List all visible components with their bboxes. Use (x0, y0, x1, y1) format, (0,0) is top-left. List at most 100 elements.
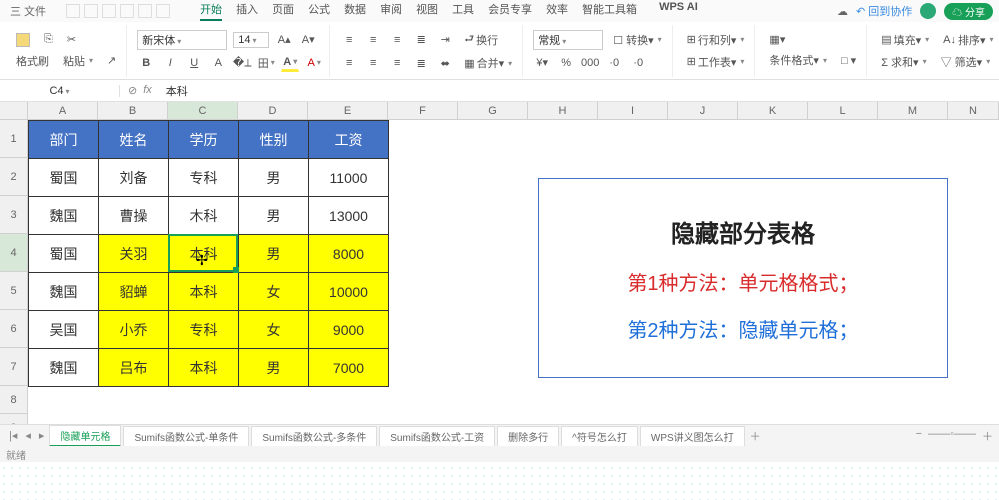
table-header[interactable]: 部门 (29, 121, 99, 159)
sheet-nav-prev-icon[interactable]: ◂ (22, 429, 34, 442)
cell[interactable]: 蜀国 (29, 235, 99, 273)
col-header[interactable]: L (808, 102, 878, 119)
qat-undo-icon[interactable] (84, 4, 98, 18)
percent-button[interactable]: % (557, 54, 575, 72)
zoom-out-icon[interactable]: − (916, 428, 922, 444)
format-painter[interactable]: 格式刷 (12, 52, 53, 70)
table-header[interactable]: 性别 (239, 121, 309, 159)
sheet-nav-first-icon[interactable]: |◂ (6, 429, 20, 442)
row-header[interactable]: 8 (0, 386, 27, 414)
cell[interactable]: 男 (239, 159, 309, 197)
paste-button[interactable] (12, 32, 34, 48)
fill-color-button[interactable]: A (281, 54, 299, 72)
tab-home[interactable]: 开始 (200, 1, 222, 21)
table-header[interactable]: 学历 (169, 121, 239, 159)
copy-icon-button[interactable]: ⎘ (40, 32, 57, 47)
strike-button[interactable]: A (209, 54, 227, 72)
qat-more-icon[interactable] (156, 4, 170, 18)
qat-print-icon[interactable] (120, 4, 134, 18)
cloud-icon[interactable]: ☁ (837, 5, 848, 18)
col-header[interactable]: H (528, 102, 598, 119)
bold-button[interactable]: B (137, 54, 155, 72)
align-center-button[interactable]: ≡ (364, 54, 382, 72)
col-header[interactable]: N (948, 102, 999, 119)
worksheet-button[interactable]: ⊞ 工作表▾ (683, 53, 749, 71)
col-header[interactable]: B (98, 102, 168, 119)
sheet-tab[interactable]: Sumifs函数公式-多条件 (251, 426, 377, 446)
sum-button[interactable]: Σ 求和▾ (877, 53, 930, 71)
cell[interactable]: 刘备 (99, 159, 169, 197)
tab-member[interactable]: 会员专享 (488, 1, 532, 21)
qat-redo-icon[interactable] (102, 4, 116, 18)
indent-dec-button[interactable]: ⬌ (436, 54, 454, 72)
cell[interactable]: 男 (239, 235, 309, 273)
clear-format-button[interactable]: �⟂ (233, 54, 251, 72)
cell[interactable]: 曹操 (99, 197, 169, 235)
fx-function-icon[interactable]: fx (143, 84, 152, 97)
sheet-tab[interactable]: 隐藏单元格 (49, 425, 121, 447)
share-button[interactable]: ☁ 分享 (944, 3, 993, 20)
cell[interactable]: 本科 (169, 273, 239, 311)
cell[interactable]: 11000 (309, 159, 389, 197)
row-header[interactable]: 6 (0, 310, 27, 348)
grow-font-button[interactable]: A▴ (275, 31, 293, 49)
align-left-button[interactable]: ≡ (340, 54, 358, 72)
cell[interactable]: 男 (239, 197, 309, 235)
dec-inc-button[interactable]: ·0 (605, 54, 623, 72)
row-header[interactable]: 4 (0, 234, 27, 272)
clipboard-launcher-icon[interactable]: ↗ (103, 53, 120, 68)
wps-ai-button[interactable]: WPS AI (659, 1, 698, 21)
cell[interactable]: 本科 (169, 235, 239, 273)
sheet-tab[interactable]: ^符号怎么打 (561, 426, 638, 446)
avatar[interactable] (920, 3, 936, 19)
cell[interactable]: 专科 (169, 159, 239, 197)
table-header[interactable]: 姓名 (99, 121, 169, 159)
cell[interactable]: 13000 (309, 197, 389, 235)
tab-data[interactable]: 数据 (344, 1, 366, 21)
tab-tools[interactable]: 工具 (452, 1, 474, 21)
sheet-nav-next-icon[interactable]: ▸ (36, 429, 48, 442)
cell[interactable]: 木科 (169, 197, 239, 235)
tab-view[interactable]: 视图 (416, 1, 438, 21)
sort-button[interactable]: A↓ 排序▾ (939, 31, 997, 49)
back-to-collab[interactable]: ↶ 回到协作 (856, 3, 912, 19)
merge-button[interactable]: ▦ 合并▾ (460, 54, 516, 72)
cell[interactable]: 7000 (309, 349, 389, 387)
dec-dec-button[interactable]: ·0 (629, 54, 647, 72)
cell[interactable]: 蜀国 (29, 159, 99, 197)
shape-button[interactable]: □ ▾ (837, 53, 860, 68)
shrink-font-button[interactable]: A▾ (299, 31, 317, 49)
tab-page[interactable]: 页面 (272, 1, 294, 21)
justify-button[interactable]: ≣ (412, 54, 430, 72)
file-menu[interactable]: 三 文件 (6, 3, 50, 19)
col-header[interactable]: D (238, 102, 308, 119)
col-header[interactable]: C (168, 102, 238, 119)
cell[interactable]: 男 (239, 349, 309, 387)
cells-area[interactable]: 部门 姓名 学历 性别 工资 蜀国 刘备 专科 男 11000 魏国 曹操 木科… (28, 120, 999, 462)
formula-input[interactable]: 本科 (160, 83, 194, 99)
cond-format-button[interactable]: 条件格式▾ (765, 51, 831, 69)
cell[interactable]: 本科 (169, 349, 239, 387)
row-header[interactable]: 7 (0, 348, 27, 386)
row-header[interactable]: 3 (0, 196, 27, 234)
border-button[interactable]: 田 (257, 54, 275, 72)
sheet-add-icon[interactable]: ＋ (747, 428, 764, 444)
qat-preview-icon[interactable] (138, 4, 152, 18)
align-top-button[interactable]: ≡ (340, 31, 358, 49)
col-header[interactable]: G (458, 102, 528, 119)
col-header[interactable]: E (308, 102, 388, 119)
col-header[interactable]: F (388, 102, 458, 119)
fx-cancel-icon[interactable]: ⊘ (128, 84, 137, 97)
cell[interactable]: 小乔 (99, 311, 169, 349)
convert-button[interactable]: ☐ 转换▾ (609, 31, 665, 49)
cell[interactable]: 8000 (309, 235, 389, 273)
cell[interactable]: 专科 (169, 311, 239, 349)
zoom-in-icon[interactable]: ＋ (982, 428, 993, 444)
col-header[interactable]: A (28, 102, 98, 119)
zoom-slider[interactable]: ——◦—— (928, 428, 976, 444)
cell[interactable]: 吴国 (29, 311, 99, 349)
orientation-button[interactable]: ≣ (412, 31, 430, 49)
row-header[interactable]: 1 (0, 120, 27, 158)
col-header[interactable]: K (738, 102, 808, 119)
comma-button[interactable]: 000 (581, 54, 599, 72)
